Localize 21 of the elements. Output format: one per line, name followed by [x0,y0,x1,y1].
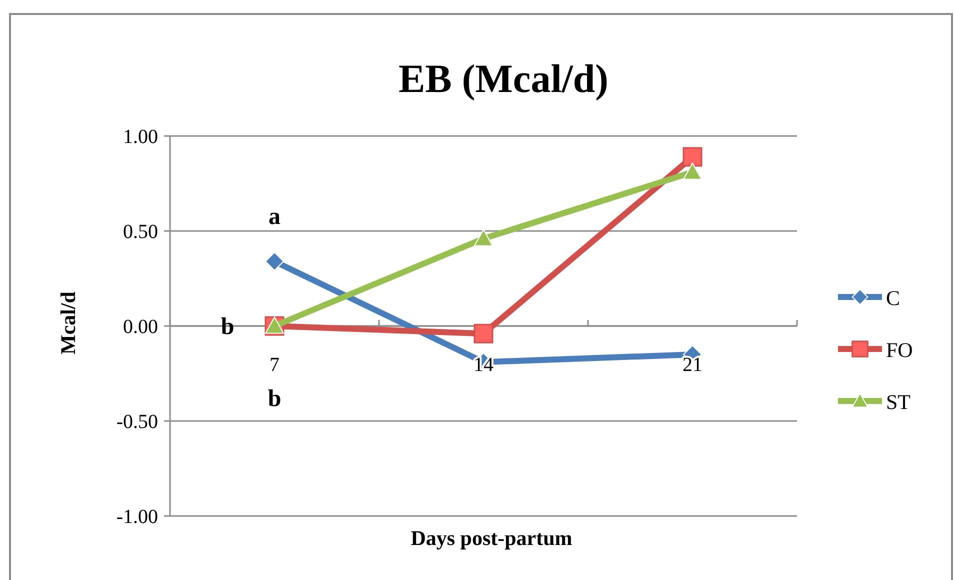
y-axis-title: Mcal/d [56,291,80,354]
point [474,324,494,344]
chart-title: EB (Mcal/d) [398,56,608,101]
point [682,147,702,167]
y-tick-label: 0.00 [123,316,158,338]
annotation: a [268,204,280,230]
point [474,229,493,246]
x-tick-label: 21 [682,354,702,376]
x-tick-label: 7 [270,354,280,376]
point [265,252,284,271]
legend-label: ST [886,390,911,414]
legend-label: FO [886,338,913,362]
annotation: b [220,314,234,340]
y-tick-label: -0.50 [116,411,158,433]
point [683,162,702,180]
y-tick-label: -1.00 [116,506,158,528]
y-tick-label: 1.00 [123,126,158,148]
legend-label: C [886,286,900,310]
annotation: b [268,386,282,412]
y-tick-label: 0.50 [123,221,158,243]
x-axis-title: Days post-partum [410,526,573,550]
